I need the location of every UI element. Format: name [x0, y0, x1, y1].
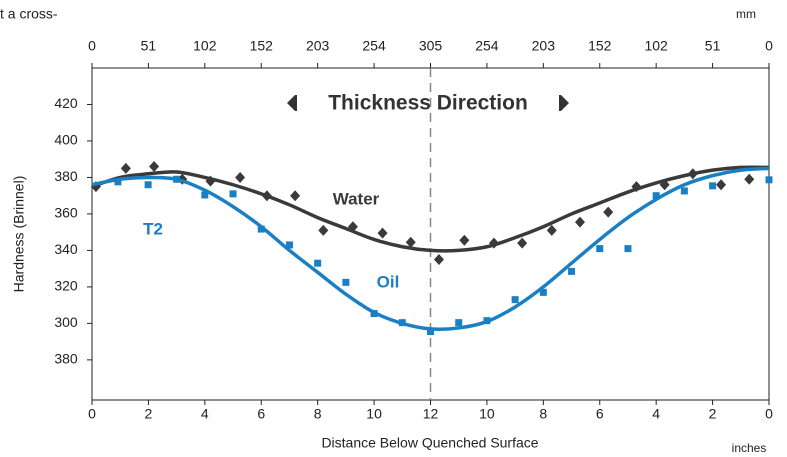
x-tick-label: 2	[145, 406, 153, 422]
x-tick-label: 4	[201, 406, 209, 422]
x2-tick-label: 0	[765, 38, 773, 54]
data-point	[318, 224, 329, 236]
fit-curve	[91, 165, 770, 253]
data-point	[575, 216, 586, 228]
data-point	[517, 237, 528, 249]
data-point	[459, 234, 470, 246]
data-point	[201, 191, 209, 199]
data-point	[539, 288, 547, 296]
caption-fragment: t a cross-	[0, 6, 58, 22]
data-point	[680, 187, 688, 195]
arrow-right	[559, 95, 569, 111]
y-tick-label: 380	[54, 168, 78, 184]
data-point	[631, 181, 642, 193]
data-point	[427, 328, 434, 336]
y-tick-label: 360	[54, 205, 78, 221]
data-point	[342, 278, 350, 286]
data-point	[568, 267, 576, 275]
x2-tick-label: 51	[141, 38, 157, 54]
data-point	[603, 206, 614, 218]
x-tick-label: 8	[539, 406, 547, 422]
data-point	[455, 319, 463, 327]
x-tick-label: 10	[366, 406, 382, 422]
x-tick-label: 0	[765, 406, 773, 422]
data-point	[205, 175, 216, 187]
data-point	[744, 173, 755, 185]
data-point	[257, 225, 265, 233]
data-point	[347, 221, 358, 233]
data-point	[290, 190, 301, 202]
data-point	[652, 192, 660, 200]
data-point	[511, 296, 519, 304]
data-point	[144, 181, 152, 189]
data-point	[687, 168, 698, 180]
x2-unit: mm	[736, 7, 756, 21]
x2-tick-label: 102	[193, 38, 217, 54]
data-point	[235, 171, 246, 183]
data-point	[433, 254, 444, 266]
x2-tick-label: 203	[306, 38, 330, 54]
data-point	[377, 227, 388, 239]
data-point	[765, 176, 773, 184]
x2-tick-label: 102	[644, 38, 668, 54]
y-tick-label: 320	[54, 278, 78, 294]
y-tick-label: 420	[54, 95, 78, 111]
x-tick-label: 6	[257, 406, 265, 422]
data-point	[483, 317, 491, 325]
y-axis-title: Hardness (Brinnel)	[11, 176, 27, 293]
x-unit: inches	[732, 441, 767, 455]
x2-tick-label: 0	[88, 38, 96, 54]
data-point	[398, 319, 406, 327]
data-point	[149, 161, 160, 173]
x2-tick-label: 152	[250, 38, 274, 54]
x2-tick-label: 305	[419, 38, 443, 54]
y-tick-label: 340	[54, 241, 78, 257]
x2-tick-label: 203	[532, 38, 556, 54]
data-point	[624, 245, 632, 253]
data-point	[488, 237, 499, 249]
data-point	[173, 175, 181, 183]
data-point	[546, 224, 557, 236]
x2-tick-label: 152	[588, 38, 612, 54]
y-tick-label: 400	[54, 132, 78, 148]
data-point	[709, 182, 717, 190]
x-tick-label: 12	[423, 406, 439, 422]
x-tick-label: 2	[709, 406, 717, 422]
y-tick-label: 380	[54, 351, 78, 367]
data-point	[261, 190, 272, 202]
data-point	[314, 259, 322, 267]
data-point	[659, 179, 670, 191]
arrow-left	[287, 95, 297, 111]
direction-label: Thickness Direction	[328, 92, 528, 115]
x-tick-label: 8	[314, 406, 322, 422]
data-point	[596, 245, 604, 253]
series-label: Water	[333, 189, 380, 208]
x-axis-title: Distance Below Quenched Surface	[321, 435, 538, 451]
x-tick-label: 0	[88, 406, 96, 422]
data-point	[370, 310, 378, 318]
data-point	[405, 236, 416, 248]
x-tick-label: 4	[652, 406, 660, 422]
data-point	[114, 178, 122, 186]
sample-label: T2	[143, 219, 163, 238]
data-point	[229, 190, 237, 198]
x-tick-label: 10	[479, 406, 495, 422]
data-point	[716, 179, 727, 191]
x2-tick-label: 51	[705, 38, 721, 54]
x2-tick-label: 254	[475, 38, 499, 54]
y-tick-label: 300	[54, 314, 78, 330]
series-label: Oil	[377, 272, 400, 291]
x2-tick-label: 254	[362, 38, 386, 54]
data-point	[285, 241, 293, 249]
x-tick-label: 6	[596, 406, 604, 422]
data-point	[120, 162, 131, 174]
